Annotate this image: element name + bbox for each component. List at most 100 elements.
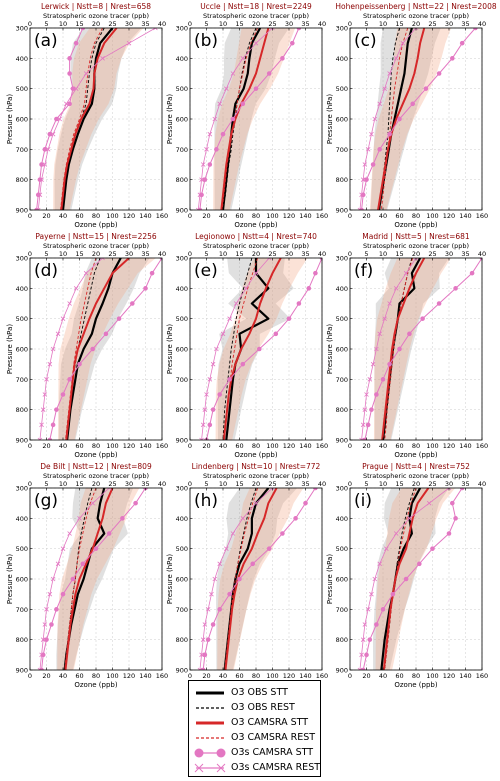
point-o3s-rest (426, 500, 432, 506)
y-tick-label: 300 (176, 25, 188, 33)
point-o3s-rest (365, 147, 371, 152)
point-o3s-rest (195, 207, 201, 210)
plot-area (199, 258, 322, 440)
point-o3s-stt (459, 40, 465, 46)
top-axis-label: Stratospheric ozone tracer (ppb) (363, 242, 469, 250)
point-o3s-rest (35, 207, 41, 210)
x-axis-label: Ozone (ppb) (234, 451, 277, 459)
point-o3s-stt (67, 71, 72, 76)
x-tick-label: 0 (348, 672, 352, 680)
point-o3s-stt (133, 500, 138, 506)
top-tick-label: 35 (461, 250, 469, 258)
y-tick-label: 500 (16, 85, 28, 93)
point-o3s-stt (377, 147, 383, 152)
series-obs-rest (224, 488, 257, 670)
y-tick-label: 800 (176, 636, 188, 644)
point-o3s-rest (357, 667, 363, 670)
y-tick-label: 700 (16, 146, 28, 154)
point-o3s-rest (73, 86, 79, 91)
point-o3s-rest (360, 637, 366, 642)
y-tick-label: 300 (176, 255, 188, 263)
series-camsra-stt (382, 488, 430, 670)
camsra-uncertainty-band (217, 488, 304, 670)
point-o3s-rest (199, 437, 204, 440)
top-tick-label: 20 (412, 250, 420, 258)
x-tick-label: 140 (139, 672, 151, 680)
point-o3s-rest (37, 667, 43, 670)
point-o3s-stt (365, 422, 371, 428)
legend-marker-circle (216, 748, 226, 758)
top-tick-label: 25 (108, 250, 116, 258)
top-tick-label: 35 (301, 480, 309, 488)
point-o3s-stt (469, 270, 475, 276)
series-obs-rest (222, 258, 253, 440)
point-o3s-rest (360, 177, 366, 182)
point-o3s-rest (83, 71, 89, 76)
top-tick-label: 10 (59, 20, 67, 28)
y-tick-label: 700 (16, 606, 28, 614)
point-o3s-stt (217, 607, 222, 612)
x-tick-label: 60 (235, 672, 243, 680)
x-tick-label: 60 (395, 212, 403, 220)
y-tick-label: 500 (176, 545, 188, 553)
x-tick-label: 140 (139, 442, 151, 450)
x-tick-label: 40 (219, 672, 227, 680)
legend-entry-o3s-rest: O3s CAMSRA REST (189, 761, 322, 775)
point-o3s-rest (45, 147, 51, 152)
legend-swatch-o3s-rest (194, 763, 226, 773)
x-tick-label: 40 (219, 212, 227, 220)
top-axis-label: Stratospheric ozone tracer (ppb) (203, 472, 309, 480)
y-tick-label: 700 (336, 146, 348, 154)
point-o3s-rest (210, 361, 216, 367)
point-o3s-rest (42, 392, 48, 397)
top-tick-label: 5 (364, 20, 368, 28)
panel-title: Hohenpeissenberg | Nstt=22 | Nrest=2008 (335, 2, 496, 11)
y-tick-label: 400 (336, 515, 348, 523)
point-o3s-stt (387, 361, 392, 367)
y-axis-label: Pressure (hPa) (166, 324, 174, 374)
top-tick-label: 15 (235, 20, 243, 28)
series-obs-rest (222, 28, 257, 210)
point-o3s-rest (224, 546, 229, 551)
point-o3s-rest (253, 270, 259, 276)
point-o3s-rest (266, 258, 272, 261)
legend-swatch-o3s-stt (194, 748, 226, 758)
point-o3s-rest (202, 407, 208, 412)
y-tick-label: 400 (16, 285, 28, 293)
x-tick-label: 60 (395, 672, 403, 680)
y-tick-label: 400 (16, 55, 28, 63)
y-tick-label: 900 (336, 667, 348, 675)
point-o3s-rest (393, 286, 399, 291)
y-tick-label: 700 (176, 606, 188, 614)
top-tick-label: 25 (108, 480, 116, 488)
top-axis-label: Stratospheric ozone tracer (ppb) (43, 472, 149, 480)
series-camsra-rest (65, 258, 97, 440)
point-o3s-stt (70, 86, 76, 91)
x-tick-label: 100 (266, 442, 278, 450)
y-tick-label: 800 (16, 636, 28, 644)
point-o3s-stt (106, 531, 112, 536)
point-o3s-stt (80, 28, 86, 31)
x-axis-label: Ozone (ppb) (234, 221, 277, 229)
top-tick-label: 5 (204, 20, 208, 28)
point-o3s-stt (407, 331, 412, 337)
top-tick-label: 10 (59, 250, 67, 258)
point-o3s-stt (459, 488, 465, 491)
top-tick-label: 40 (318, 480, 326, 488)
point-o3s-rest (200, 162, 206, 167)
point-o3s-rest (50, 346, 56, 352)
point-o3s-rest (369, 591, 374, 597)
y-tick-label: 600 (16, 576, 28, 584)
x-tick-label: 60 (75, 672, 83, 680)
point-o3s-stt (67, 56, 72, 61)
plot-area (37, 258, 162, 440)
x-tick-label: 40 (219, 442, 227, 450)
x-tick-label: 80 (252, 212, 260, 220)
top-axis-label: Stratospheric ozone tracer (ppb) (363, 472, 469, 480)
top-tick-label: 0 (28, 20, 32, 28)
y-tick-label: 300 (336, 25, 348, 33)
point-o3s-rest (370, 361, 376, 367)
y-tick-label: 700 (336, 376, 348, 384)
point-o3s-stt (397, 116, 402, 122)
